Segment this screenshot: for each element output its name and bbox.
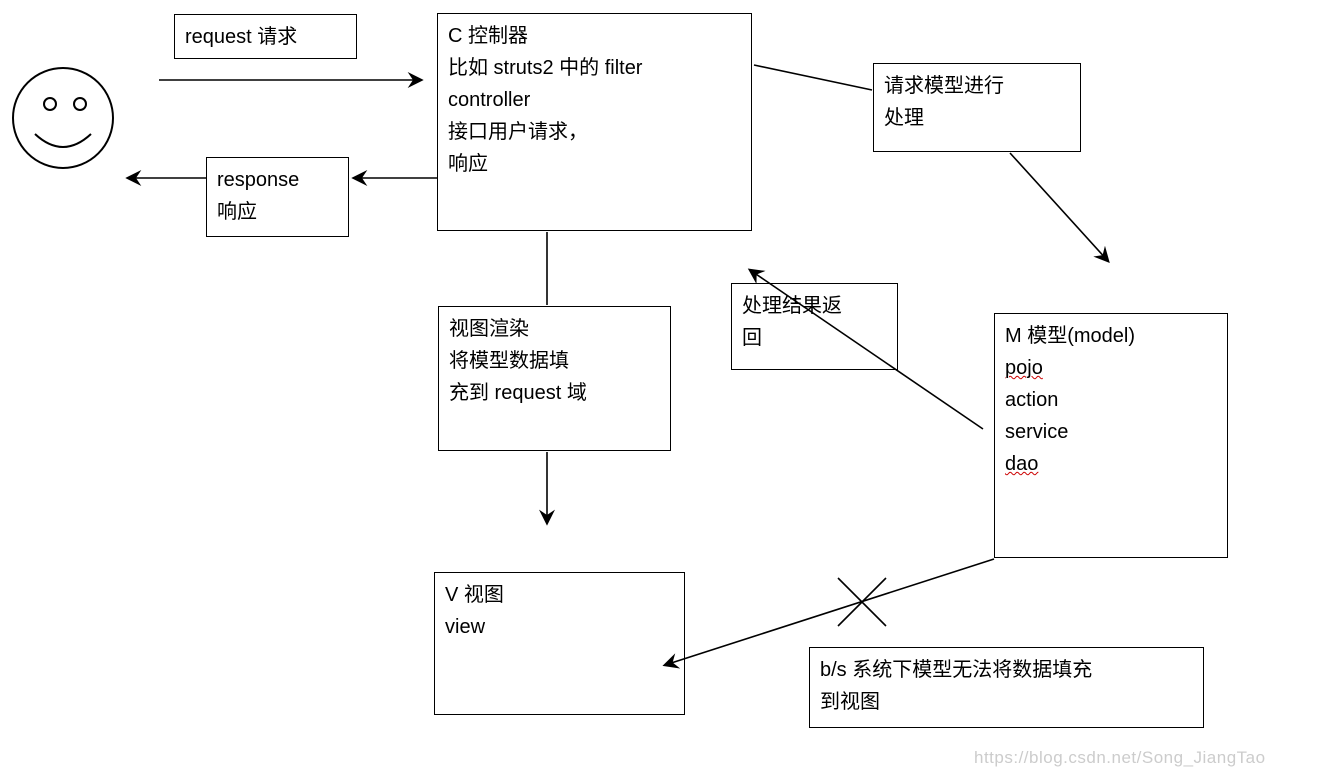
node-model: M 模型(model)pojoactionservicedao — [994, 313, 1228, 558]
node-title: M 模型(model) — [1005, 320, 1217, 352]
node-view: V 视图view — [434, 572, 685, 715]
edge-c-to-reqmodel — [754, 65, 872, 90]
node-line: 请求模型进行 — [884, 70, 1070, 102]
node-bs-note: b/s 系统下模型无法将数据填充到视图 — [809, 647, 1204, 728]
node-request-model: 请求模型进行处理 — [873, 63, 1081, 152]
node-controller: C 控制器比如 struts2 中的 filtercontroller接口用户请… — [437, 13, 752, 231]
cross-mark — [838, 578, 886, 626]
node-line: 响应 — [448, 148, 741, 180]
node-line: request 请求 — [185, 21, 346, 53]
actor-face — [0, 0, 140, 200]
node-line: 视图渲染 — [449, 313, 660, 345]
node-line: 接口用户请求， — [448, 116, 741, 148]
node-line: 处理 — [884, 102, 1070, 134]
watermark-text: https://blog.csdn.net/Song_JiangTao — [974, 748, 1266, 767]
node-line: 响应 — [217, 196, 338, 228]
watermark: https://blog.csdn.net/Song_JiangTao — [974, 748, 1266, 768]
node-line: controller — [448, 84, 741, 116]
node-line: 到视图 — [820, 686, 1193, 718]
node-line: service — [1005, 416, 1217, 448]
node-title: C 控制器 — [448, 20, 741, 52]
node-line: action — [1005, 384, 1217, 416]
node-request: request 请求 — [174, 14, 357, 59]
node-line: view — [445, 611, 674, 643]
node-line: 比如 struts2 中的 filter — [448, 52, 741, 84]
node-line: 将模型数据填 — [449, 345, 660, 377]
node-title: V 视图 — [445, 579, 674, 611]
node-result-return: 处理结果返回 — [731, 283, 898, 370]
edge-reqmodel-to-m — [1010, 153, 1108, 261]
node-line: 处理结果返 — [742, 290, 887, 322]
node-line: dao — [1005, 448, 1217, 480]
node-line: response — [217, 164, 338, 196]
node-render: 视图渲染将模型数据填充到 request 域 — [438, 306, 671, 451]
node-line: 充到 request 域 — [449, 377, 660, 409]
node-line: b/s 系统下模型无法将数据填充 — [820, 654, 1193, 686]
cross-mark — [838, 578, 886, 626]
node-line: 回 — [742, 322, 887, 354]
node-line: pojo — [1005, 352, 1217, 384]
node-response: response响应 — [206, 157, 349, 237]
